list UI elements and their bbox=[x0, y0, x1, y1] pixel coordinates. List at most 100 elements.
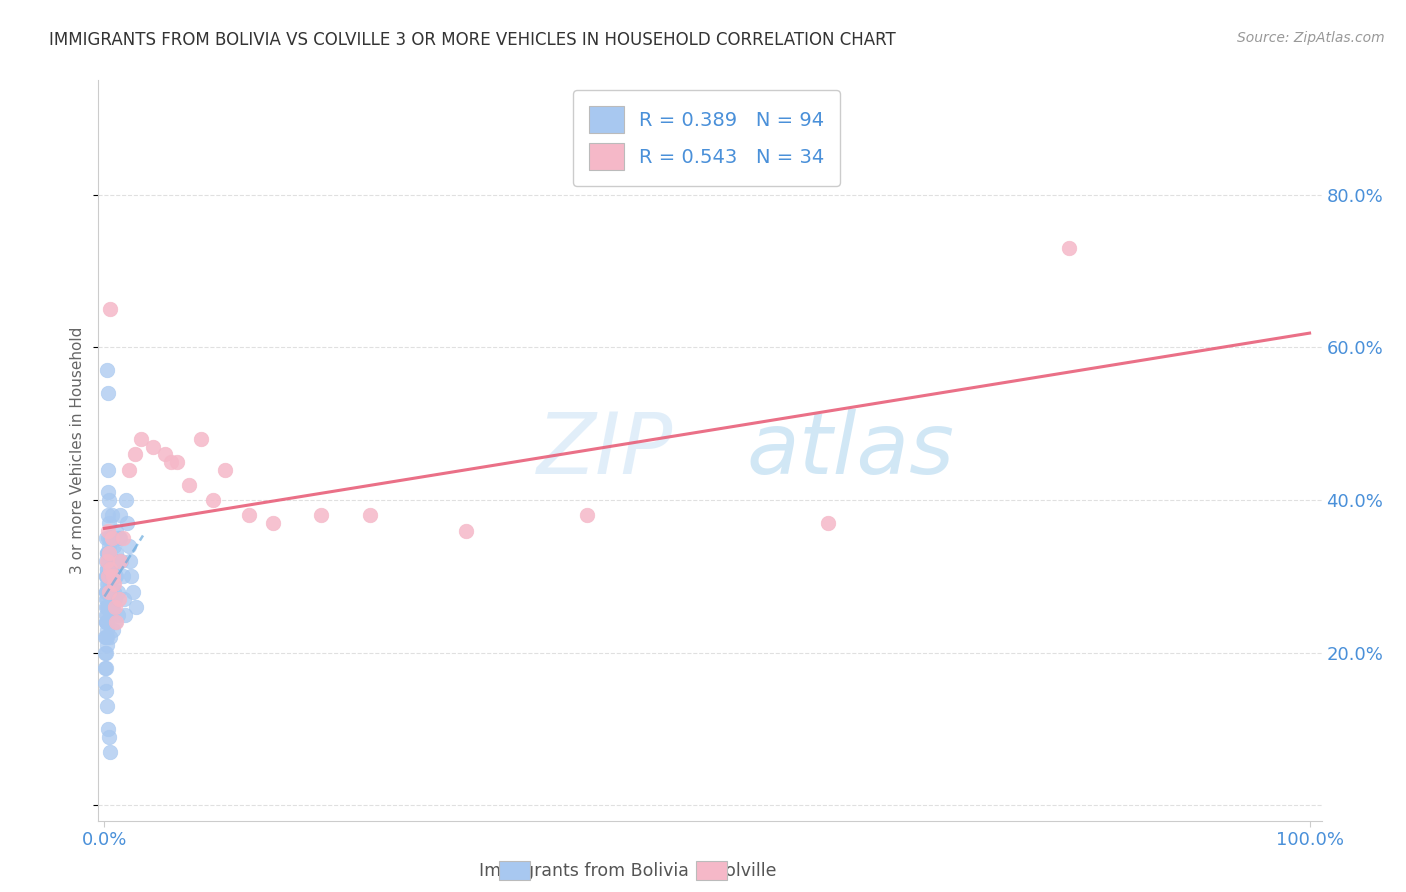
Point bbox=[311, 508, 333, 523]
Point bbox=[97, 485, 120, 500]
Legend: R = 0.389   N = 94, R = 0.543   N = 34: R = 0.389 N = 94, R = 0.543 N = 34 bbox=[574, 90, 839, 186]
Point bbox=[97, 584, 120, 599]
Point bbox=[359, 508, 381, 523]
Point bbox=[104, 615, 127, 630]
Point bbox=[122, 584, 145, 599]
Point bbox=[96, 363, 118, 377]
Point bbox=[94, 569, 117, 583]
Bar bbox=[499, 861, 530, 880]
Point bbox=[96, 547, 118, 561]
Point bbox=[97, 722, 120, 736]
Point bbox=[97, 569, 120, 583]
Point bbox=[101, 623, 124, 637]
Point bbox=[103, 539, 125, 553]
Point bbox=[817, 516, 839, 530]
Point bbox=[201, 493, 224, 508]
Point bbox=[190, 432, 212, 446]
Point bbox=[94, 646, 117, 660]
Point bbox=[98, 493, 121, 508]
Point bbox=[96, 615, 118, 630]
Point bbox=[96, 531, 118, 545]
Point bbox=[98, 584, 121, 599]
Point bbox=[94, 661, 117, 675]
Point bbox=[454, 524, 477, 538]
Point bbox=[94, 684, 117, 698]
Point bbox=[159, 455, 181, 469]
Point bbox=[575, 508, 598, 523]
Point bbox=[100, 531, 122, 545]
Point bbox=[125, 599, 148, 614]
Point bbox=[153, 447, 176, 461]
Point bbox=[101, 577, 124, 591]
Point bbox=[97, 462, 120, 476]
Point bbox=[94, 661, 117, 675]
Point bbox=[94, 676, 117, 690]
Point bbox=[96, 623, 118, 637]
Text: ZIP: ZIP bbox=[537, 409, 673, 492]
Point bbox=[96, 584, 118, 599]
Point bbox=[100, 302, 122, 317]
Point bbox=[94, 646, 117, 660]
Point bbox=[100, 531, 122, 545]
Point bbox=[94, 584, 117, 599]
Point bbox=[124, 447, 146, 461]
Point bbox=[107, 584, 129, 599]
Point bbox=[96, 584, 118, 599]
Point bbox=[98, 539, 121, 553]
Text: IMMIGRANTS FROM BOLIVIA VS COLVILLE 3 OR MORE VEHICLES IN HOUSEHOLD CORRELATION : IMMIGRANTS FROM BOLIVIA VS COLVILLE 3 OR… bbox=[49, 31, 896, 49]
Point bbox=[96, 577, 118, 591]
Point bbox=[120, 569, 142, 583]
Point bbox=[97, 599, 120, 614]
Point bbox=[97, 554, 120, 568]
Point bbox=[129, 432, 152, 446]
Point bbox=[103, 584, 125, 599]
Point bbox=[97, 547, 120, 561]
Text: Immigrants from Bolivia: Immigrants from Bolivia bbox=[478, 862, 689, 880]
Point bbox=[94, 592, 117, 607]
Point bbox=[104, 592, 127, 607]
Point bbox=[105, 547, 128, 561]
Text: atlas: atlas bbox=[747, 409, 955, 492]
Point bbox=[96, 599, 118, 614]
Point bbox=[114, 607, 136, 622]
Point bbox=[105, 569, 128, 583]
Point bbox=[142, 440, 165, 454]
Point bbox=[105, 615, 128, 630]
Point bbox=[98, 547, 121, 561]
Point bbox=[97, 599, 120, 614]
Point bbox=[98, 607, 121, 622]
Point bbox=[94, 607, 117, 622]
Point bbox=[108, 592, 131, 607]
Point bbox=[101, 599, 124, 614]
Point bbox=[1057, 241, 1080, 255]
Point bbox=[96, 631, 118, 645]
Point bbox=[96, 562, 118, 576]
Point bbox=[96, 699, 118, 714]
Point bbox=[117, 516, 139, 530]
Point bbox=[97, 531, 120, 545]
Point bbox=[96, 569, 118, 583]
Point bbox=[100, 531, 122, 545]
Point bbox=[94, 631, 117, 645]
Point bbox=[111, 569, 134, 583]
Point bbox=[97, 577, 120, 591]
Point bbox=[98, 516, 121, 530]
Point bbox=[108, 554, 131, 568]
Point bbox=[100, 745, 122, 759]
Point bbox=[98, 584, 121, 599]
Point bbox=[166, 455, 188, 469]
Point bbox=[100, 508, 122, 523]
Point bbox=[108, 554, 131, 568]
Point bbox=[101, 554, 124, 568]
Bar bbox=[696, 861, 727, 880]
Point bbox=[118, 554, 141, 568]
Point bbox=[96, 562, 118, 576]
Point bbox=[108, 531, 131, 545]
Point bbox=[97, 386, 120, 401]
Point bbox=[96, 547, 118, 561]
Point bbox=[97, 524, 120, 538]
Point bbox=[94, 631, 117, 645]
Point bbox=[117, 462, 139, 476]
Point bbox=[100, 562, 122, 576]
Text: Colville: Colville bbox=[713, 862, 778, 880]
